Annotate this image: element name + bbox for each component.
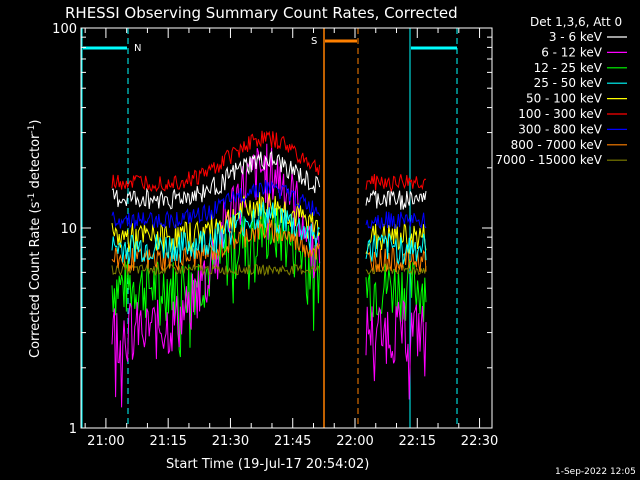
series-line-100-300keV: [111, 130, 321, 193]
series-line-300-800keV: [111, 180, 321, 230]
legend-label: 12 - 25 keV: [534, 61, 603, 75]
y-label-mid: detector: [28, 133, 43, 193]
x-tick-label: 21:00: [87, 434, 124, 449]
y-tick-label: 100: [52, 22, 77, 37]
y-label-main: Corrected Count Rate (s: [28, 201, 43, 358]
timestamp: 1-Sep-2022 12:05: [555, 467, 636, 477]
legend-label: 800 - 7000 keV: [511, 138, 603, 152]
x-tick-label: 21:45: [274, 434, 311, 449]
series-line-50-100keV: [111, 192, 321, 253]
x-tick-label: 21:30: [212, 434, 249, 449]
series-line-12-25keV: [365, 259, 427, 323]
x-tick-label: 22:00: [336, 434, 373, 449]
x-tick-label: 21:15: [149, 434, 186, 449]
series-line-6-12keV: [365, 299, 427, 400]
saa-flag-label: S: [311, 36, 317, 47]
axes: 1 10 100 21:00 21:15 21:30 21:45 22:00 22:15 22:3…: [52, 22, 498, 449]
series-line-100-300keV: [365, 173, 427, 193]
y-label-end: ): [28, 120, 43, 125]
series-line-25-50keV: [365, 233, 427, 265]
x-tick-label: 22:30: [461, 434, 498, 449]
y-tick-label: 1: [69, 422, 77, 437]
x-axis-label: Start Time (19-Jul-17 20:54:02): [166, 457, 369, 472]
y-label-sup1: -1: [27, 193, 37, 202]
x-tick-label: 22:15: [399, 434, 436, 449]
series-layer: [111, 130, 427, 408]
series-line-800-7000keV: [111, 218, 321, 272]
series-line-3-6keV: [111, 150, 321, 210]
series-line-6-12keV: [111, 143, 321, 408]
legend-title: Det 1,3,6, Att 0: [530, 15, 622, 29]
series-line-800-7000keV: [365, 246, 427, 273]
legend-label: 25 - 50 keV: [534, 76, 603, 90]
night-flag-label: N: [134, 43, 141, 54]
series-line-300-800keV: [365, 211, 427, 230]
legend-label: 6 - 12 keV: [541, 45, 603, 59]
series-line-25-50keV: [111, 201, 320, 264]
legend-label: 100 - 300 keV: [518, 107, 602, 121]
legend-label: 50 - 100 keV: [526, 92, 603, 106]
series-line-7000-15000keV: [111, 263, 321, 277]
y-label-sup2: -1: [27, 125, 37, 134]
series-line-12-25keV: [111, 207, 321, 358]
legend-label: 300 - 800 keV: [518, 122, 602, 136]
series-line-3-6keV: [365, 189, 427, 210]
legend-label: 3 - 6 keV: [549, 30, 603, 44]
y-tick-label: 10: [60, 222, 77, 237]
y-axis-label: Corrected Count Rate (s-1 detector-1): [27, 120, 43, 358]
legend-label: 7000 - 15000 keV: [495, 153, 602, 167]
chart-title: RHESSI Observing Summary Count Rates, Co…: [65, 4, 458, 22]
